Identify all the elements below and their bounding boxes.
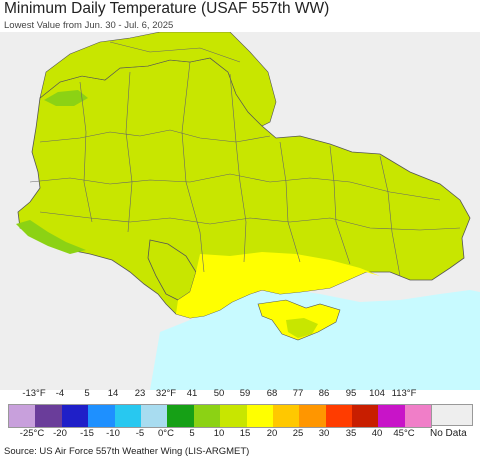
legend-swatch [193, 405, 221, 427]
c-tick: -5 [135, 428, 145, 439]
f-tick: 113°F [391, 388, 417, 399]
black-sea [150, 288, 480, 390]
f-tick: 32°F [155, 388, 177, 399]
f-tick: 59 [239, 388, 251, 399]
no-data-swatch [431, 404, 473, 426]
temperature-map [0, 32, 480, 390]
celsius-ticks: -25°C -20 -15 -10 -5 0°C 5 10 15 20 25 3… [0, 428, 480, 440]
c-tick: 0°C [158, 428, 174, 439]
crimea-cool-area [286, 318, 318, 338]
legend-swatch [325, 405, 353, 427]
legend-swatch [35, 405, 62, 427]
legend-swatch [404, 405, 432, 427]
f-tick: 5 [84, 388, 90, 399]
c-tick: 30 [318, 428, 330, 439]
legend-swatch [299, 405, 326, 427]
f-tick: 50 [213, 388, 225, 399]
f-tick: 41 [186, 388, 198, 399]
legend-swatch [378, 405, 405, 427]
north-region [39, 32, 277, 127]
legend-swatch [88, 405, 115, 427]
legend-swatch [61, 405, 89, 427]
f-tick: 104 [369, 388, 385, 399]
map-title: Minimum Daily Temperature (USAF 557th WW… [4, 0, 330, 17]
legend-color-bar [8, 404, 433, 428]
legend-swatch [246, 405, 273, 427]
legend-swatch [140, 405, 168, 427]
f-tick: 86 [318, 388, 330, 399]
f-tick: 14 [107, 388, 119, 399]
map-subtitle: Lowest Value from Jun. 30 - Jul. 6, 2025 [4, 20, 174, 31]
legend-swatch [352, 405, 379, 427]
f-tick: 77 [292, 388, 304, 399]
c-tick: 35 [345, 428, 357, 439]
legend-swatch [272, 405, 300, 427]
green-area-carpathian [16, 220, 86, 254]
c-tick: 15 [239, 428, 251, 439]
c-tick: 40 [371, 428, 383, 439]
region-borders [29, 41, 461, 277]
c-tick: 20 [266, 428, 278, 439]
legend-swatch [167, 405, 194, 427]
green-area-northwest [44, 90, 88, 106]
c-tick: -20 [53, 428, 67, 439]
c-tick: 25 [292, 428, 304, 439]
f-tick: 68 [266, 388, 278, 399]
c-tick: -15 [80, 428, 94, 439]
c-tick: -10 [106, 428, 120, 439]
f-tick: -13°F [22, 388, 46, 399]
f-tick: 23 [134, 388, 146, 399]
legend-swatch [114, 405, 141, 427]
legend-swatch [220, 405, 247, 427]
warm-zone [176, 252, 380, 318]
source-credit: Source: US Air Force 557th Weather Wing … [4, 446, 250, 457]
c-tick: -25°C [19, 428, 45, 439]
f-tick: 95 [345, 388, 357, 399]
c-tick: 5 [189, 428, 195, 439]
c-tick: 45°C [393, 428, 415, 439]
c-tick: 10 [213, 428, 225, 439]
no-data-label: No Data [430, 428, 467, 439]
f-tick: -4 [55, 388, 65, 399]
fahrenheit-ticks: -13°F -4 5 14 23 32°F 41 50 59 68 77 86 … [0, 388, 480, 400]
legend-swatch [9, 405, 36, 427]
